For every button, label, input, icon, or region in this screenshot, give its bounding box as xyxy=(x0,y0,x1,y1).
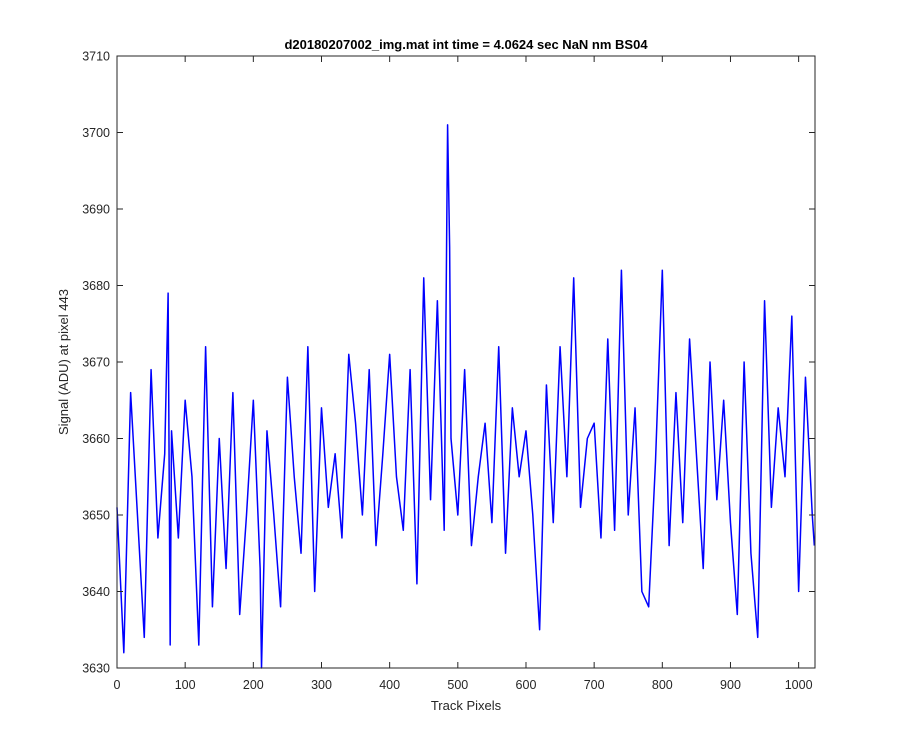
series-line-0 xyxy=(116,124,816,669)
x-tick-label: 0 xyxy=(114,678,121,692)
y-tick-label: 3640 xyxy=(82,585,110,599)
y-tick-label: 3710 xyxy=(82,50,110,64)
x-tick-label: 900 xyxy=(720,678,741,692)
x-tick-label: 400 xyxy=(379,678,400,692)
x-tick-label: 500 xyxy=(447,678,468,692)
x-tick-label: 200 xyxy=(243,678,264,692)
y-tick-label: 3680 xyxy=(82,279,110,293)
y-tick-label: 3690 xyxy=(82,203,110,217)
y-tick-label: 3630 xyxy=(82,662,110,676)
ticks-layer: 0 100 200 300 400 500 600 700 800 900 1000 3630 3640… xyxy=(82,50,815,692)
x-tick-label: 100 xyxy=(175,678,196,692)
x-axis-label: Track Pixels xyxy=(431,698,502,713)
x-tick-label: 800 xyxy=(652,678,673,692)
x-tick-label: 1000 xyxy=(785,678,813,692)
y-tick-label: 3650 xyxy=(82,509,110,523)
y-tick-label: 3660 xyxy=(82,432,110,446)
data-layer xyxy=(116,124,816,669)
y-axis-label: Signal (ADU) at pixel 443 xyxy=(56,289,71,435)
chart-title: d20180207002_img.mat int time = 4.0624 s… xyxy=(284,37,648,52)
x-tick-label: 300 xyxy=(311,678,332,692)
y-tick-label: 3700 xyxy=(82,126,110,140)
x-tick-label: 600 xyxy=(516,678,537,692)
x-tick-label: 700 xyxy=(584,678,605,692)
y-tick-label: 3670 xyxy=(82,356,110,370)
